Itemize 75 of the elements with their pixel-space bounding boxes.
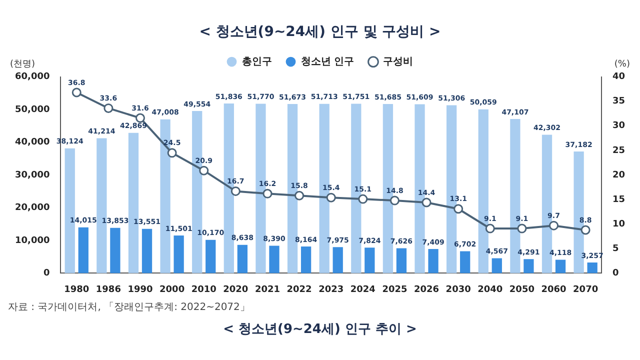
bar: [524, 259, 534, 274]
point: [580, 225, 590, 235]
x-tick-label: 2070: [573, 284, 598, 295]
y-axis-title: (천명): [10, 60, 36, 70]
x-tick-label: 2026: [414, 284, 440, 295]
legend-label: 청소년 인구: [300, 56, 354, 68]
bar: [269, 246, 280, 274]
y2-tick-label: 0: [612, 268, 619, 279]
y-tick-label: 20,000: [14, 203, 50, 214]
legend-label: 구성비: [383, 56, 414, 68]
point: [485, 224, 495, 234]
bar: [206, 240, 216, 274]
bar: [555, 260, 566, 274]
x-tick-label: 2023: [318, 284, 344, 295]
x-tick-label: 1990: [128, 284, 153, 295]
y2-tick-label: 40: [612, 72, 626, 82]
bar: [78, 227, 88, 274]
point: [358, 194, 368, 204]
x-tick-label: 2040: [478, 284, 503, 295]
bar: [237, 244, 248, 274]
bar: [174, 236, 184, 274]
y-tick-label: 50,000: [14, 104, 50, 115]
point: [390, 196, 400, 206]
y2-tick-label: 15: [612, 194, 626, 205]
legend-label: 총인구: [242, 56, 272, 68]
bar: [460, 251, 470, 274]
x-tick-label: 1986: [96, 284, 121, 295]
text: < 청소년(9~24세) 인구 추이 >: [222, 321, 418, 338]
point: [549, 220, 559, 230]
point: [72, 88, 82, 98]
bar: [300, 246, 312, 274]
bar: [396, 248, 407, 274]
point: [104, 103, 114, 113]
x-tick-label: 2050: [509, 284, 534, 295]
point: [230, 186, 240, 196]
bar: [110, 228, 120, 274]
y-tick-label: 40,000: [14, 138, 50, 148]
y-tick-label: 10,000: [14, 236, 50, 246]
x-tick-label: 2000: [160, 284, 185, 295]
bar: [428, 248, 438, 274]
y-tick-label: 60,000: [14, 72, 50, 82]
y2-axis-title: (%): [614, 60, 630, 70]
y2-tick-label: 35: [612, 96, 626, 107]
x-tick-label: 2022: [286, 284, 312, 295]
y-tick-label: 30,000: [14, 170, 50, 180]
point: [167, 148, 177, 158]
point: [199, 166, 209, 176]
y2-tick-label: 5: [612, 244, 619, 254]
bar: [587, 262, 598, 274]
x-tick-label: 2030: [446, 284, 471, 295]
bar: [332, 247, 343, 274]
point: [262, 188, 272, 198]
bar: [492, 258, 502, 274]
y2-tick-label: 30: [612, 121, 626, 132]
x-tick-label: 2020: [223, 284, 248, 295]
y-tick-label: 0: [43, 268, 50, 279]
point: [326, 192, 336, 202]
y2-tick-label: 10: [612, 219, 626, 230]
point: [294, 190, 304, 200]
x-tick-label: 2060: [541, 284, 566, 295]
bar: [364, 248, 375, 274]
x-tick-label: 1980: [64, 284, 90, 295]
x-tick-label: 2010: [191, 284, 216, 295]
chart-title: < 청소년(9~24세) 인구 및 구성비 >: [199, 24, 441, 40]
y2-tick-label: 25: [612, 146, 626, 156]
point: [517, 224, 527, 234]
x-tick-label: 2025: [382, 284, 408, 295]
y2-tick-label: 20: [612, 170, 626, 180]
bar: [142, 228, 152, 274]
point: [136, 113, 145, 123]
point: [454, 204, 464, 214]
x-tick-label: 2021: [254, 284, 280, 295]
x-tick-label: 2024: [350, 284, 376, 295]
text: 자료 : 국가데이터처, 「장래인구추계: 2022~2072」: [8, 300, 251, 314]
point: [422, 198, 432, 208]
